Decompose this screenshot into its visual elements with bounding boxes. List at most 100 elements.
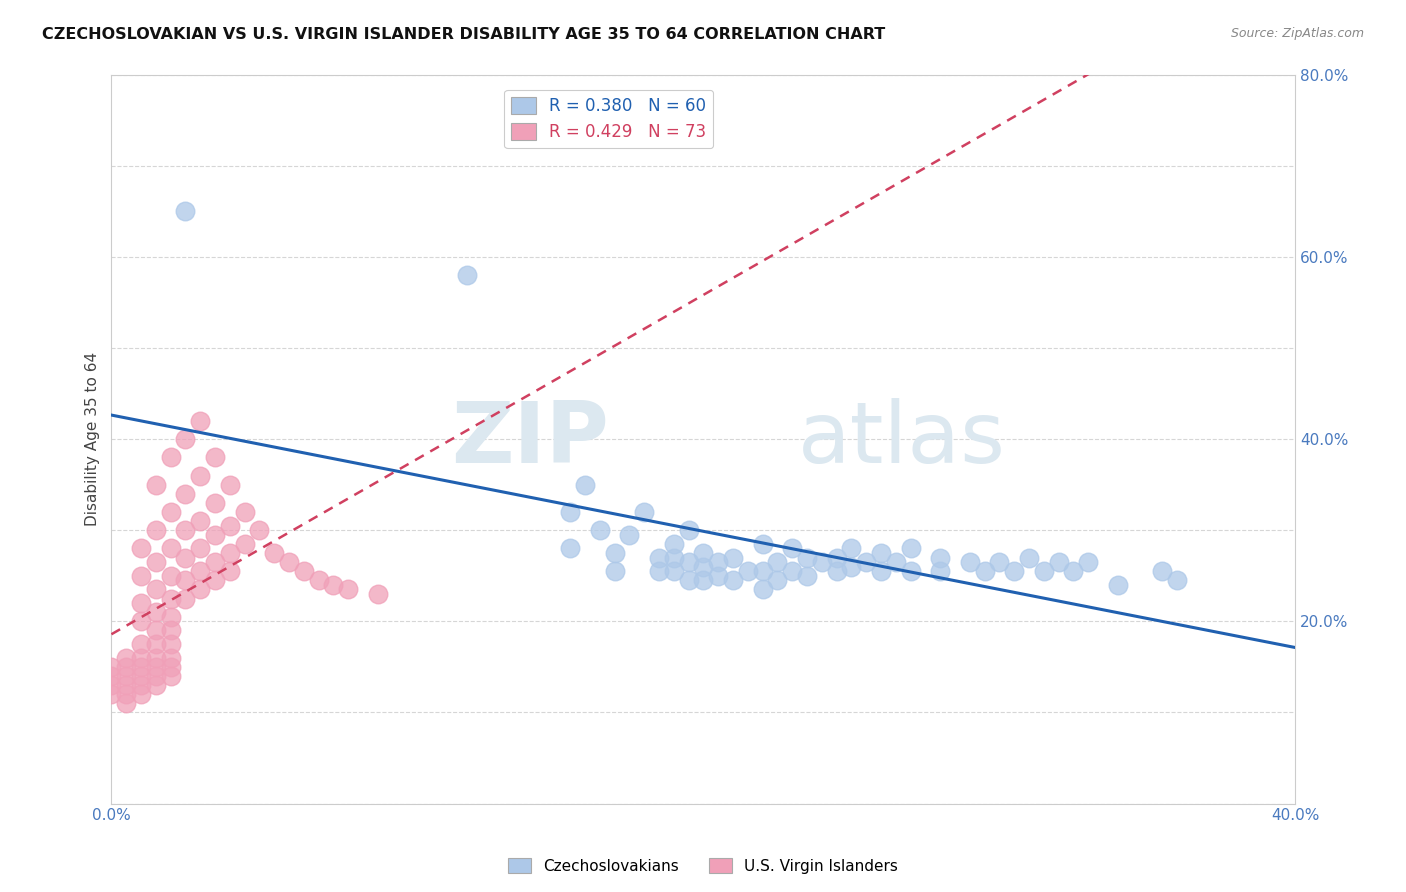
Point [218,546,240,560]
Point [662,564,685,578]
Point [811,555,834,569]
Point [145,637,167,651]
Point [249,523,271,537]
Point [188,514,211,528]
Point [174,432,197,446]
Point [707,568,730,582]
Point [884,555,907,569]
Point [1152,564,1174,578]
Y-axis label: Disability Age 35 to 64: Disability Age 35 to 64 [86,352,100,526]
Point [1077,555,1099,569]
Point [766,555,789,569]
Point [766,574,789,588]
Point [129,568,152,582]
Point [218,477,240,491]
Point [1166,574,1188,588]
Point [973,564,995,578]
Point [188,582,211,597]
Point [308,574,330,588]
Point [159,624,181,638]
Point [115,669,138,683]
Point [100,687,122,701]
Point [204,528,226,542]
Point [174,487,197,501]
Point [855,555,877,569]
Point [780,541,803,556]
Point [959,555,981,569]
Point [115,697,138,711]
Point [159,650,181,665]
Point [233,505,256,519]
Point [825,564,848,578]
Point [159,669,181,683]
Point [100,660,122,674]
Point [115,660,138,674]
Point [188,468,211,483]
Point [560,505,582,519]
Text: CZECHOSLOVAKIAN VS U.S. VIRGIN ISLANDER DISABILITY AGE 35 TO 64 CORRELATION CHAR: CZECHOSLOVAKIAN VS U.S. VIRGIN ISLANDER … [42,27,886,42]
Point [145,477,167,491]
Point [292,564,315,578]
Point [648,564,671,578]
Point [159,591,181,606]
Point [603,564,626,578]
Point [129,615,152,629]
Point [188,541,211,556]
Point [159,637,181,651]
Point [129,678,152,692]
Point [204,555,226,569]
Point [174,574,197,588]
Point [159,660,181,674]
Point [603,546,626,560]
Legend: Czechoslovakians, U.S. Virgin Islanders: Czechoslovakians, U.S. Virgin Islanders [502,852,904,880]
Point [751,564,773,578]
Point [145,660,167,674]
Point [145,678,167,692]
Point [129,660,152,674]
Point [174,204,197,219]
Point [129,637,152,651]
Point [841,559,863,574]
Point [129,687,152,701]
Point [204,450,226,465]
Point [100,669,122,683]
Point [145,523,167,537]
Point [900,541,922,556]
Point [145,605,167,619]
Point [1002,564,1025,578]
Point [737,564,759,578]
Point [188,564,211,578]
Point [1018,550,1040,565]
Point [115,678,138,692]
Point [692,559,714,574]
Point [751,582,773,597]
Text: atlas: atlas [799,398,1007,481]
Point [145,582,167,597]
Point [870,564,893,578]
Point [204,496,226,510]
Text: Source: ZipAtlas.com: Source: ZipAtlas.com [1230,27,1364,40]
Point [796,550,818,565]
Point [988,555,1011,569]
Point [648,550,671,565]
Point [678,574,700,588]
Point [456,268,478,282]
Point [129,669,152,683]
Point [751,537,773,551]
Point [367,587,389,601]
Legend: R = 0.380   N = 60, R = 0.429   N = 73: R = 0.380 N = 60, R = 0.429 N = 73 [505,90,713,148]
Point [218,518,240,533]
Point [1047,555,1070,569]
Point [929,564,952,578]
Point [678,555,700,569]
Point [574,477,596,491]
Point [159,450,181,465]
Point [233,537,256,551]
Point [707,555,730,569]
Point [218,564,240,578]
Point [900,564,922,578]
Point [145,669,167,683]
Point [841,541,863,556]
Point [159,568,181,582]
Point [619,528,641,542]
